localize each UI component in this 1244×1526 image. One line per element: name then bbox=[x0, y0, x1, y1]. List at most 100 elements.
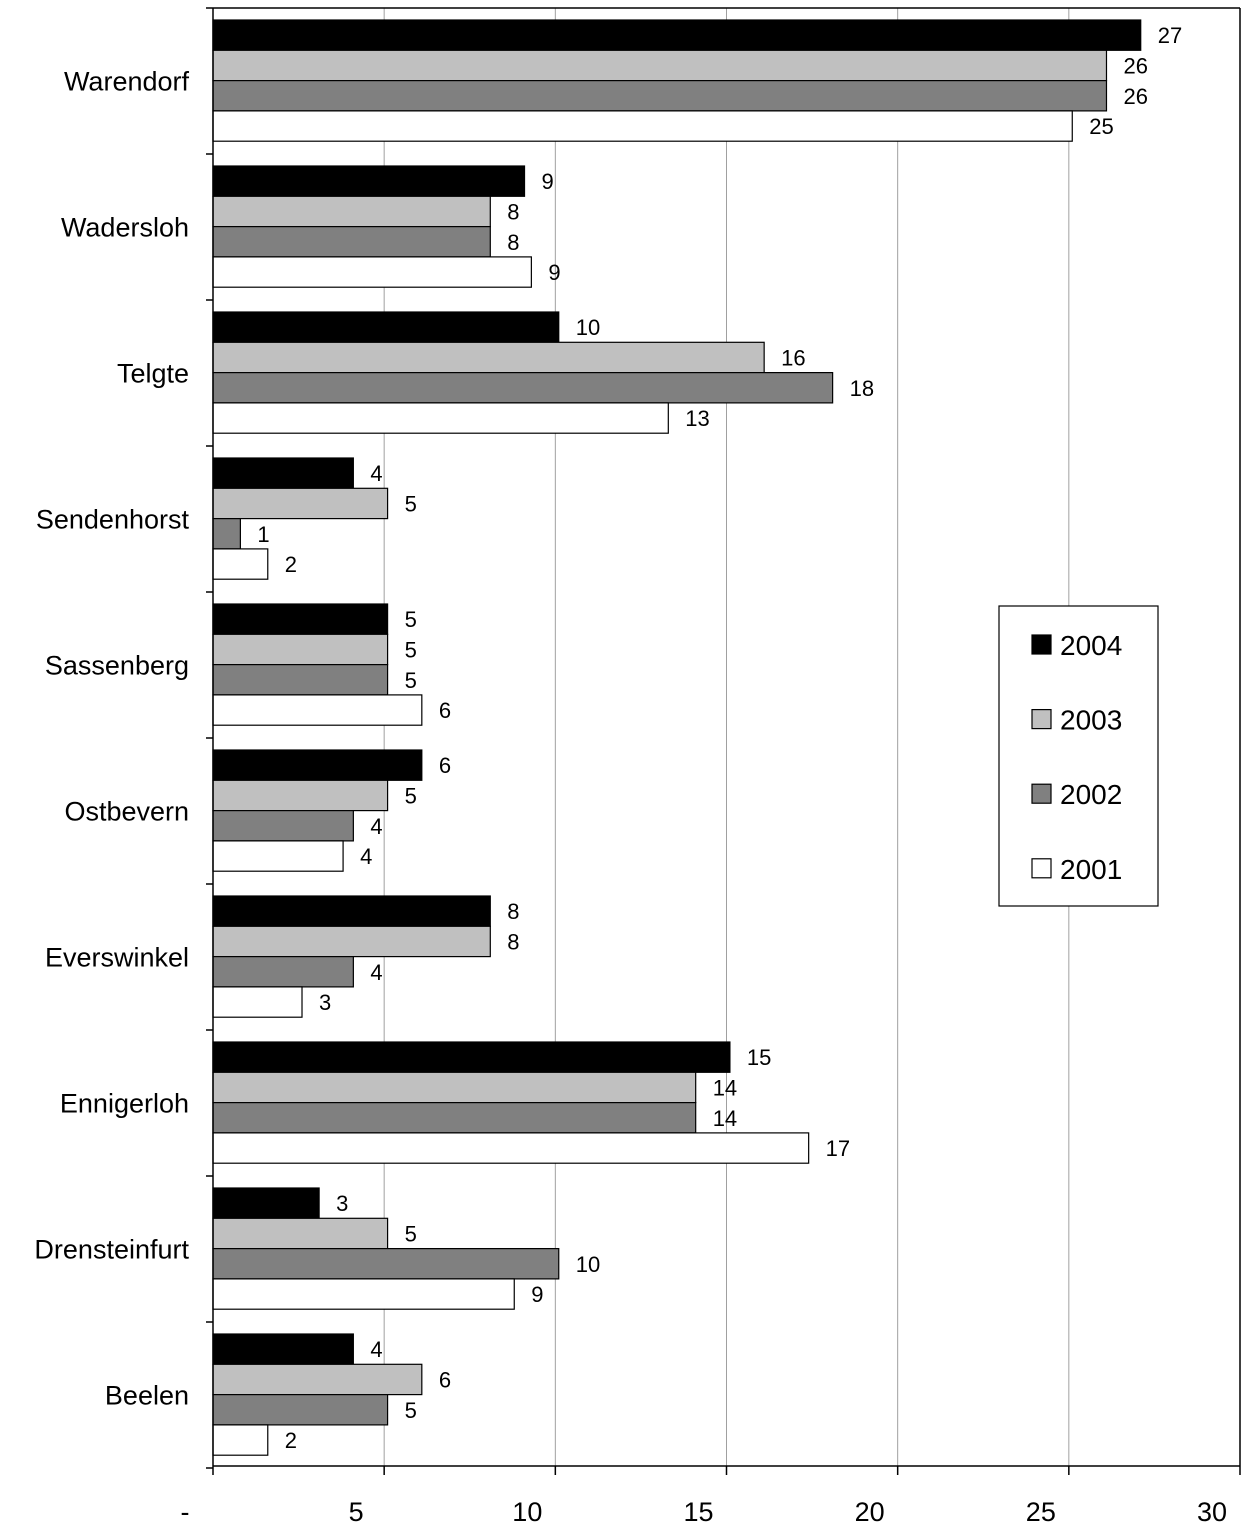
bar-everswinkel-2004 bbox=[212, 895, 491, 927]
value-label-beelen-2003: 6 bbox=[439, 1367, 451, 1392]
x-tick-label-20: 20 bbox=[855, 1497, 885, 1526]
bars bbox=[212, 19, 1142, 1456]
category-label-sendenhorst: Sendenhorst bbox=[36, 505, 190, 535]
bar-ennigerloh-2001 bbox=[212, 1132, 810, 1164]
bar-ostbevern-2001 bbox=[212, 840, 344, 872]
bar-everswinkel-2002 bbox=[212, 955, 354, 988]
legend-swatch-2002 bbox=[1031, 783, 1052, 804]
value-label-ennigerloh-2004: 15 bbox=[747, 1045, 771, 1070]
bar-ennigerloh-2002 bbox=[212, 1101, 697, 1134]
value-label-ostbevern-2002: 4 bbox=[370, 814, 382, 839]
bar-beelen-2002 bbox=[212, 1393, 389, 1426]
value-label-drensteinfurt-2003: 5 bbox=[405, 1221, 417, 1246]
value-label-everswinkel-2003: 8 bbox=[507, 929, 519, 954]
legend-label-2001: 2001 bbox=[1060, 854, 1122, 885]
category-label-telgte: Telgte bbox=[117, 359, 189, 389]
category-label-wadersloh: Wadersloh bbox=[61, 213, 189, 243]
value-label-sassenberg-2001: 6 bbox=[439, 698, 451, 723]
value-label-beelen-2001: 2 bbox=[285, 1428, 297, 1453]
bar-wadersloh-2001 bbox=[212, 256, 532, 288]
bar-sendenhorst-2001 bbox=[212, 548, 269, 580]
value-label-sassenberg-2004: 5 bbox=[405, 607, 417, 632]
bar-ennigerloh-2004 bbox=[212, 1041, 731, 1073]
value-label-warendorf-2004: 27 bbox=[1158, 23, 1182, 48]
legend-swatch-2001 bbox=[1031, 858, 1052, 879]
bar-warendorf-2002 bbox=[212, 79, 1108, 112]
bar-telgte-2001 bbox=[212, 402, 669, 434]
x-tick-label-30: 30 bbox=[1197, 1497, 1227, 1526]
bar-wadersloh-2002 bbox=[212, 226, 491, 258]
value-label-telgte-2004: 10 bbox=[576, 315, 600, 340]
value-label-sendenhorst-2001: 2 bbox=[285, 552, 297, 577]
value-label-telgte-2002: 18 bbox=[850, 376, 874, 401]
value-label-ostbevern-2001: 4 bbox=[360, 844, 372, 869]
value-label-drensteinfurt-2004: 3 bbox=[336, 1191, 348, 1216]
bar-telgte-2003 bbox=[212, 341, 765, 374]
bar-sendenhorst-2004 bbox=[212, 457, 354, 489]
x-tick-label-10: 10 bbox=[512, 1497, 542, 1526]
value-label-telgte-2001: 13 bbox=[685, 406, 709, 431]
legend-swatch-2004 bbox=[1031, 634, 1052, 655]
bar-beelen-2003 bbox=[212, 1363, 423, 1396]
bar-sassenberg-2002 bbox=[212, 663, 389, 696]
value-label-ostbevern-2003: 5 bbox=[405, 783, 417, 808]
legend-label-2002: 2002 bbox=[1060, 779, 1122, 810]
category-label-warendorf: Warendorf bbox=[64, 67, 190, 97]
category-label-drensteinfurt: Drensteinfurt bbox=[34, 1235, 189, 1265]
value-label-everswinkel-2002: 4 bbox=[370, 960, 382, 985]
bar-sendenhorst-2002 bbox=[212, 517, 241, 550]
bar-beelen-2004 bbox=[212, 1333, 354, 1365]
axes bbox=[206, 7, 1241, 1475]
legend-label-2004: 2004 bbox=[1060, 630, 1122, 661]
value-label-telgte-2003: 16 bbox=[781, 345, 805, 370]
bar-telgte-2002 bbox=[212, 372, 834, 404]
category-label-ostbevern: Ostbevern bbox=[64, 797, 189, 827]
bar-everswinkel-2003 bbox=[212, 925, 491, 958]
value-label-warendorf-2003: 26 bbox=[1123, 53, 1147, 78]
bar-drensteinfurt-2004 bbox=[212, 1187, 320, 1219]
bar-drensteinfurt-2003 bbox=[212, 1217, 389, 1250]
bar-sendenhorst-2003 bbox=[212, 487, 389, 520]
value-label-everswinkel-2001: 3 bbox=[319, 990, 331, 1015]
bar-drensteinfurt-2001 bbox=[212, 1278, 515, 1310]
x-tick-label-5: 5 bbox=[349, 1497, 364, 1526]
x-tick-label-0: - bbox=[181, 1497, 190, 1526]
value-label-sassenberg-2003: 5 bbox=[405, 637, 417, 662]
bar-ennigerloh-2003 bbox=[212, 1071, 697, 1104]
legend: 2004 2003 2002 2001 bbox=[998, 605, 1159, 907]
value-label-wadersloh-2004: 9 bbox=[542, 169, 554, 194]
value-label-ennigerloh-2003: 14 bbox=[713, 1075, 737, 1100]
value-label-warendorf-2002: 26 bbox=[1123, 84, 1147, 109]
x-tick-label-25: 25 bbox=[1026, 1497, 1056, 1526]
value-label-drensteinfurt-2002: 10 bbox=[576, 1252, 600, 1277]
bar-ostbevern-2004 bbox=[212, 749, 423, 781]
value-label-beelen-2004: 4 bbox=[370, 1337, 382, 1362]
bar-drensteinfurt-2002 bbox=[212, 1247, 560, 1280]
bar-telgte-2004 bbox=[212, 311, 560, 343]
x-tick-label-15: 15 bbox=[683, 1497, 713, 1526]
legend-swatch-2003 bbox=[1031, 708, 1052, 730]
value-label-beelen-2002: 5 bbox=[405, 1398, 417, 1423]
category-label-ennigerloh: Ennigerloh bbox=[60, 1089, 189, 1119]
bar-ostbevern-2002 bbox=[212, 809, 354, 842]
value-label-sendenhorst-2002: 1 bbox=[257, 522, 269, 547]
category-label-sassenberg: Sassenberg bbox=[45, 651, 189, 681]
value-label-sendenhorst-2004: 4 bbox=[370, 461, 382, 486]
value-label-ennigerloh-2001: 17 bbox=[826, 1136, 850, 1161]
bar-everswinkel-2001 bbox=[212, 986, 303, 1018]
value-label-sendenhorst-2003: 5 bbox=[405, 491, 417, 516]
labels: 27262625Warendorf9889Wadersloh10161813Te… bbox=[34, 23, 1227, 1526]
value-label-wadersloh-2001: 9 bbox=[548, 260, 560, 285]
value-label-warendorf-2001: 25 bbox=[1089, 114, 1113, 139]
value-label-sassenberg-2002: 5 bbox=[405, 668, 417, 693]
bar-sassenberg-2003 bbox=[212, 633, 389, 666]
bar-sassenberg-2004 bbox=[212, 603, 389, 635]
bar-wadersloh-2004 bbox=[212, 165, 526, 197]
bar-warendorf-2003 bbox=[212, 49, 1108, 82]
bar-sassenberg-2001 bbox=[212, 694, 423, 726]
bar-wadersloh-2003 bbox=[212, 195, 491, 228]
value-label-ennigerloh-2002: 14 bbox=[713, 1106, 737, 1131]
value-label-everswinkel-2004: 8 bbox=[507, 899, 519, 924]
value-label-drensteinfurt-2001: 9 bbox=[531, 1282, 543, 1307]
